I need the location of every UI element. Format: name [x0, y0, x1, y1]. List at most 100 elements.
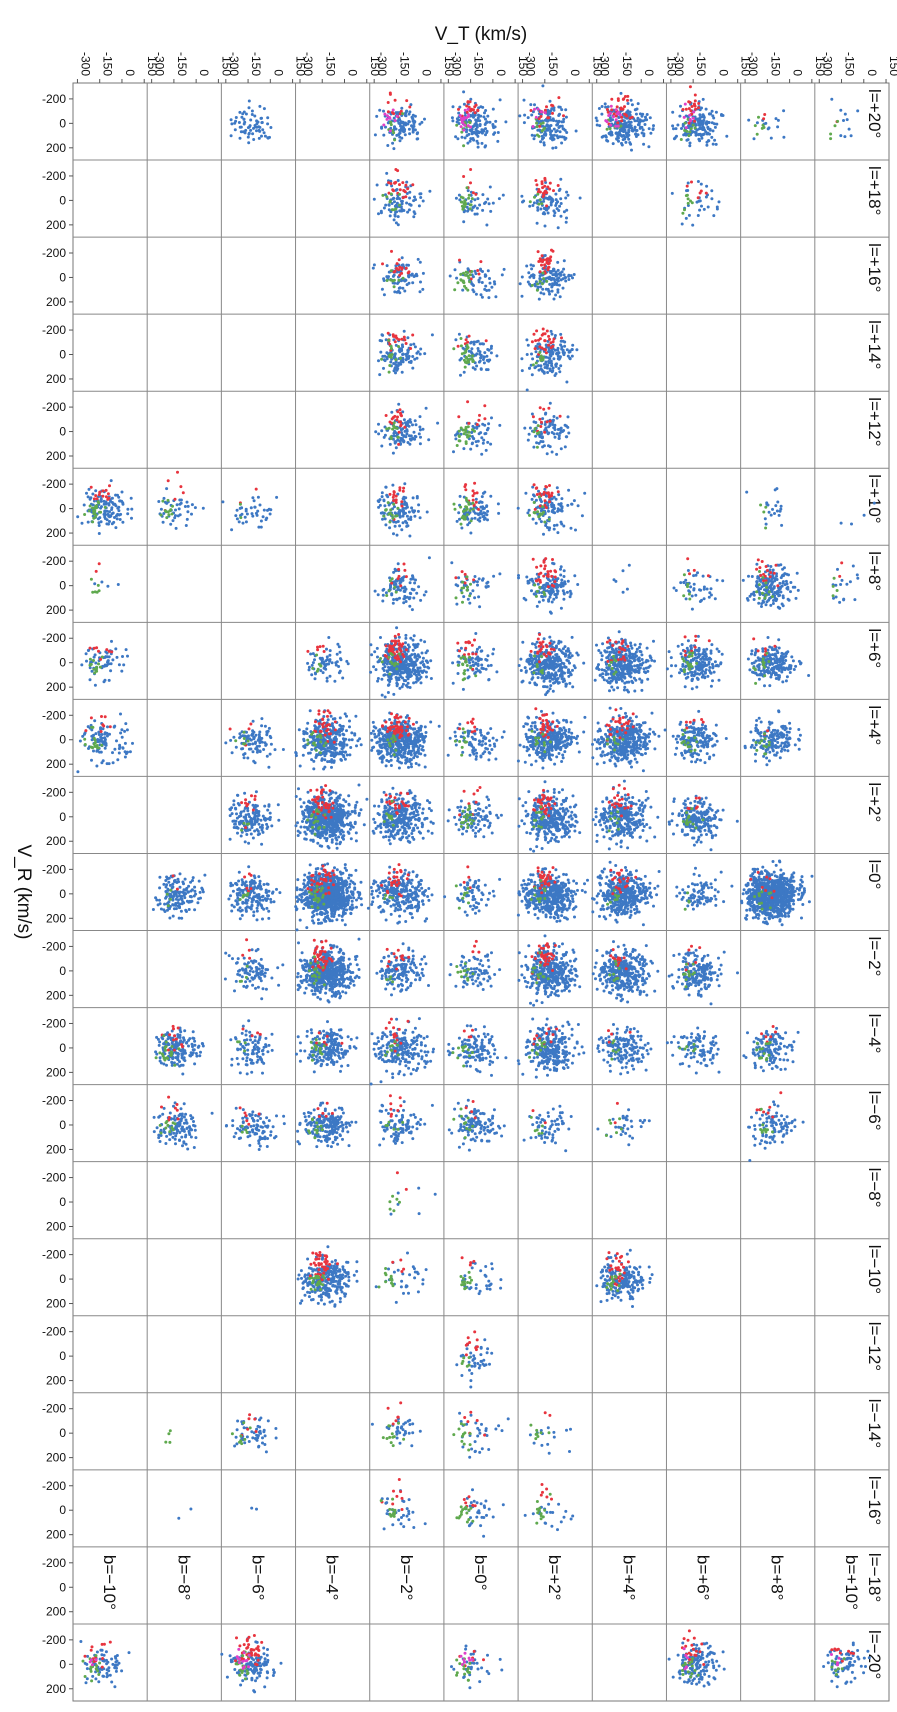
point-green: [683, 121, 687, 125]
point-red: [399, 423, 403, 427]
point-blue: [554, 364, 558, 368]
point-blue: [671, 124, 675, 128]
point-green: [542, 277, 546, 281]
point-green: [463, 365, 467, 369]
point-blue: [257, 136, 261, 140]
l-label: l=−4°: [865, 1014, 884, 1054]
point-red: [173, 497, 177, 501]
point-blue: [554, 146, 558, 150]
point-blue: [560, 124, 564, 128]
point-blue: [403, 133, 407, 137]
point-blue: [476, 347, 480, 350]
point-blue: [637, 121, 641, 125]
point-blue: [240, 115, 244, 119]
point-blue: [550, 289, 554, 293]
point-magenta: [688, 117, 692, 121]
y-tick-label: -200: [42, 1171, 66, 1185]
point-blue: [400, 256, 404, 260]
point-green: [465, 588, 469, 592]
point-red: [166, 479, 170, 483]
point-blue: [390, 592, 394, 596]
point-blue: [382, 293, 386, 297]
point-blue: [261, 128, 265, 132]
point-red: [538, 124, 542, 128]
point-blue: [377, 212, 380, 216]
point-blue: [429, 659, 433, 663]
point-blue: [407, 112, 411, 116]
point-blue: [454, 338, 458, 342]
point-red: [544, 348, 547, 352]
point-blue: [702, 132, 706, 136]
point-blue: [328, 658, 332, 662]
point-red: [398, 183, 401, 187]
point-blue: [479, 367, 483, 371]
y-tick-label: -200: [42, 246, 66, 260]
point-blue: [483, 274, 487, 278]
point-blue: [554, 282, 558, 286]
point-blue: [378, 373, 382, 377]
point-red: [535, 183, 539, 187]
point-blue: [405, 595, 409, 599]
y-tick-label: 200: [46, 911, 66, 925]
point-blue: [404, 352, 408, 356]
point-blue: [478, 645, 481, 649]
point-blue: [110, 639, 113, 643]
point-green: [389, 652, 393, 655]
point-blue: [542, 637, 546, 641]
point-blue: [561, 120, 565, 124]
point-blue: [408, 202, 411, 206]
point-green: [392, 285, 396, 289]
point-blue: [498, 572, 502, 576]
point-blue: [411, 575, 415, 579]
point-blue: [707, 595, 711, 599]
point-blue: [469, 97, 473, 101]
point-blue: [400, 129, 404, 133]
point-blue: [479, 356, 483, 360]
point-red: [467, 334, 471, 338]
point-red: [612, 112, 616, 116]
point-green: [689, 199, 692, 203]
point-blue: [484, 432, 488, 435]
point-blue: [701, 97, 705, 101]
point-red: [390, 639, 394, 643]
point-blue: [530, 133, 534, 137]
b-label: b=+4°: [619, 1555, 638, 1601]
point-blue: [238, 110, 242, 114]
point-red: [411, 183, 415, 187]
point-blue: [462, 447, 466, 451]
point-blue: [560, 141, 564, 145]
point-blue: [621, 128, 625, 131]
point-blue: [126, 507, 130, 511]
point-red: [404, 183, 408, 187]
point-blue: [697, 199, 701, 203]
point-blue: [230, 528, 234, 532]
point-green: [384, 508, 388, 512]
point-blue: [380, 339, 384, 343]
point-blue: [238, 506, 242, 510]
point-red: [397, 657, 401, 661]
point-green: [464, 427, 468, 431]
point-blue: [757, 601, 761, 605]
x-tick-label: -150: [175, 52, 189, 76]
point-blue: [717, 200, 721, 204]
point-magenta: [614, 118, 618, 122]
y-tick-label: 200: [46, 449, 66, 463]
point-blue: [769, 603, 773, 607]
point-green: [387, 655, 391, 659]
point-red: [181, 491, 185, 495]
point-blue: [770, 582, 774, 586]
point-blue: [405, 201, 409, 205]
point-blue: [708, 591, 712, 595]
point-green: [459, 522, 463, 526]
point-blue: [88, 678, 92, 682]
point-blue: [388, 442, 392, 446]
point-blue: [611, 142, 615, 146]
point-blue: [114, 504, 118, 508]
y-tick-label: 200: [46, 680, 66, 694]
point-blue: [537, 575, 541, 579]
point-green: [540, 129, 544, 133]
point-blue: [552, 357, 556, 361]
point-blue: [556, 531, 560, 535]
point-blue: [418, 192, 422, 196]
point-red: [477, 272, 481, 276]
